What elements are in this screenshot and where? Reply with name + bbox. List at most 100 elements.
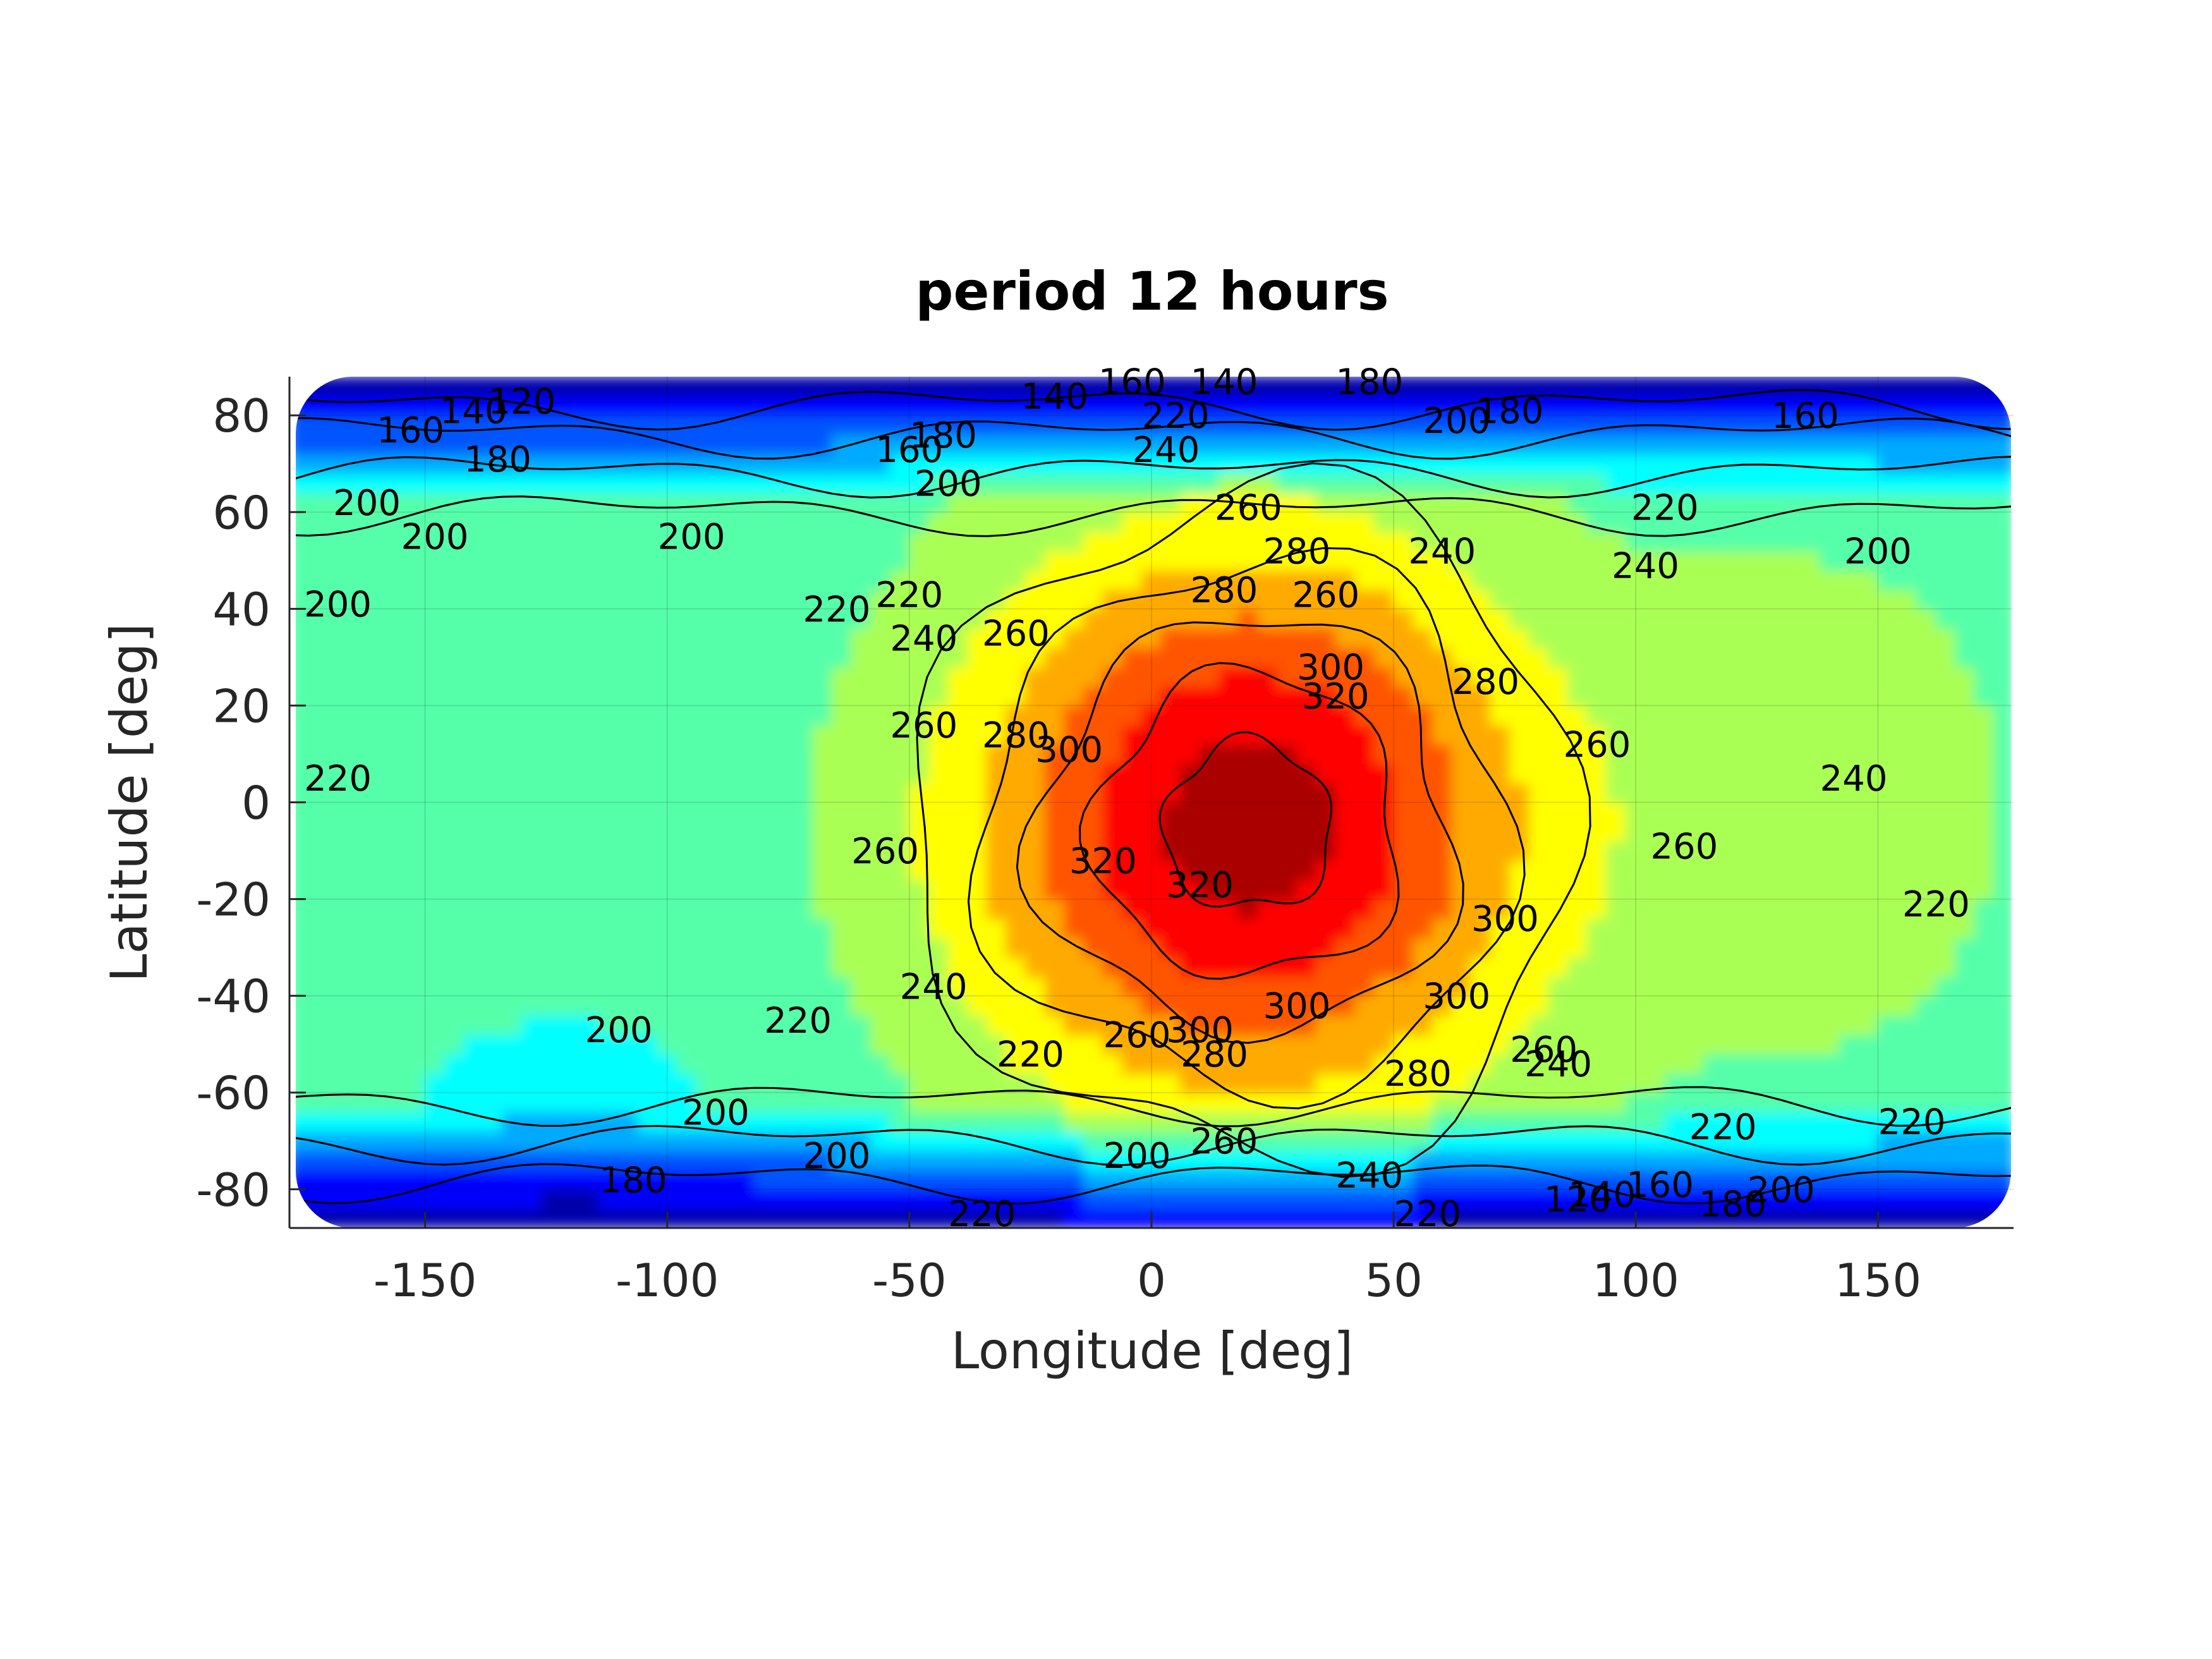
heat-cell	[1373, 705, 1395, 726]
heat-cell	[1490, 937, 1511, 958]
heat-cell	[1160, 550, 1181, 571]
heat-cell	[404, 840, 426, 861]
heat-cell	[1354, 685, 1375, 707]
heat-cell	[1257, 1188, 1279, 1210]
heat-cell	[1703, 801, 1724, 823]
heat-cell	[1160, 647, 1181, 668]
heat-cell	[463, 608, 484, 629]
contour-label: 180	[1335, 362, 1403, 403]
heat-cell	[1780, 588, 1801, 610]
heat-cell	[444, 840, 465, 861]
heat-cell	[366, 1073, 387, 1093]
heat-cell	[1935, 801, 1957, 823]
heat-cell	[1838, 434, 1859, 455]
heat-cell	[1509, 569, 1530, 590]
heat-cell	[1160, 453, 1181, 475]
heat-cell	[1916, 724, 1937, 745]
heat-cell	[618, 1091, 639, 1113]
heat-cell	[831, 647, 852, 668]
heat-cell	[1528, 377, 1550, 397]
heat-cell	[1780, 860, 1801, 880]
heat-cell	[1955, 588, 1976, 610]
heat-cell	[811, 569, 833, 590]
heat-cell	[346, 743, 368, 765]
heat-cell	[1296, 377, 1317, 397]
heat-cell	[1257, 666, 1279, 687]
heat-cell	[1431, 705, 1453, 726]
heat-cell	[1509, 1169, 1530, 1190]
heat-cell	[1916, 550, 1937, 571]
heat-cell	[1819, 801, 1840, 823]
heat-cell	[1838, 1188, 1859, 1210]
heat-cell	[1722, 1111, 1743, 1132]
heat-cell	[540, 724, 562, 745]
heat-cell	[1024, 1014, 1046, 1035]
heat-cell	[1296, 492, 1317, 513]
heat-cell	[1548, 976, 1569, 997]
heat-cell	[1006, 1169, 1026, 1190]
heat-cell	[1606, 647, 1627, 668]
heat-cell	[1354, 1188, 1375, 1210]
heat-cell	[502, 395, 523, 416]
heat-cell	[1683, 937, 1705, 958]
heat-cell	[850, 492, 872, 513]
heat-cell	[1122, 976, 1143, 997]
heat-cell	[734, 937, 755, 958]
heat-cell	[1993, 647, 2011, 668]
heat-cell	[1955, 530, 1976, 552]
heat-cell	[404, 434, 426, 455]
heat-cell	[1064, 685, 1085, 707]
heat-cell	[308, 918, 329, 939]
heat-cell	[1897, 1188, 1917, 1210]
heat-cell	[1141, 608, 1162, 629]
heat-cell	[1064, 918, 1085, 939]
heat-cell	[1006, 415, 1026, 435]
heat-cell	[870, 801, 891, 823]
heat-cell	[831, 1150, 852, 1171]
heat-cell	[792, 550, 813, 571]
heat-cell	[308, 860, 329, 880]
heat-cell	[1955, 956, 1976, 978]
heat-cell	[1799, 434, 1821, 455]
heat-cell	[1567, 1053, 1588, 1074]
heat-cell	[1974, 473, 1995, 494]
heat-cell	[1064, 1169, 1085, 1190]
heat-cell	[1296, 705, 1317, 726]
heat-cell	[1277, 1150, 1297, 1171]
heat-cell	[386, 956, 406, 978]
heat-cell	[521, 608, 542, 629]
heat-cell	[637, 1188, 659, 1210]
heat-cell	[1916, 782, 1937, 803]
heat-cell	[831, 434, 852, 455]
heat-cell	[1412, 530, 1433, 552]
heat-cell	[831, 608, 852, 629]
heat-cell	[831, 840, 852, 861]
heat-cell	[1354, 588, 1375, 610]
heat-cell	[521, 492, 542, 513]
heat-cell	[1993, 473, 2011, 494]
heat-cell	[1586, 550, 1608, 571]
heat-cell	[463, 724, 484, 745]
heat-cell	[1102, 918, 1124, 939]
heat-cell	[1548, 569, 1569, 590]
heat-cell	[1431, 898, 1453, 920]
heat-cell	[1993, 918, 2011, 939]
heat-cell	[1548, 878, 1569, 900]
heat-cell	[1141, 743, 1162, 765]
heat-cell	[811, 511, 833, 532]
heat-cell	[947, 743, 968, 765]
heat-cell	[1586, 685, 1608, 707]
heat-cell	[928, 1033, 949, 1055]
heat-cell	[521, 569, 542, 590]
heat-cell	[1974, 860, 1995, 880]
heat-cell	[482, 666, 504, 687]
heat-cell	[695, 608, 717, 629]
heat-cell	[1722, 685, 1743, 707]
heat-cell	[1237, 415, 1259, 435]
heat-cell	[1199, 724, 1220, 745]
heat-cell	[986, 569, 1007, 590]
heat-cell	[1586, 1073, 1608, 1093]
heat-cell	[327, 724, 348, 745]
heat-cell	[1024, 492, 1046, 513]
heat-cell	[1412, 860, 1433, 880]
